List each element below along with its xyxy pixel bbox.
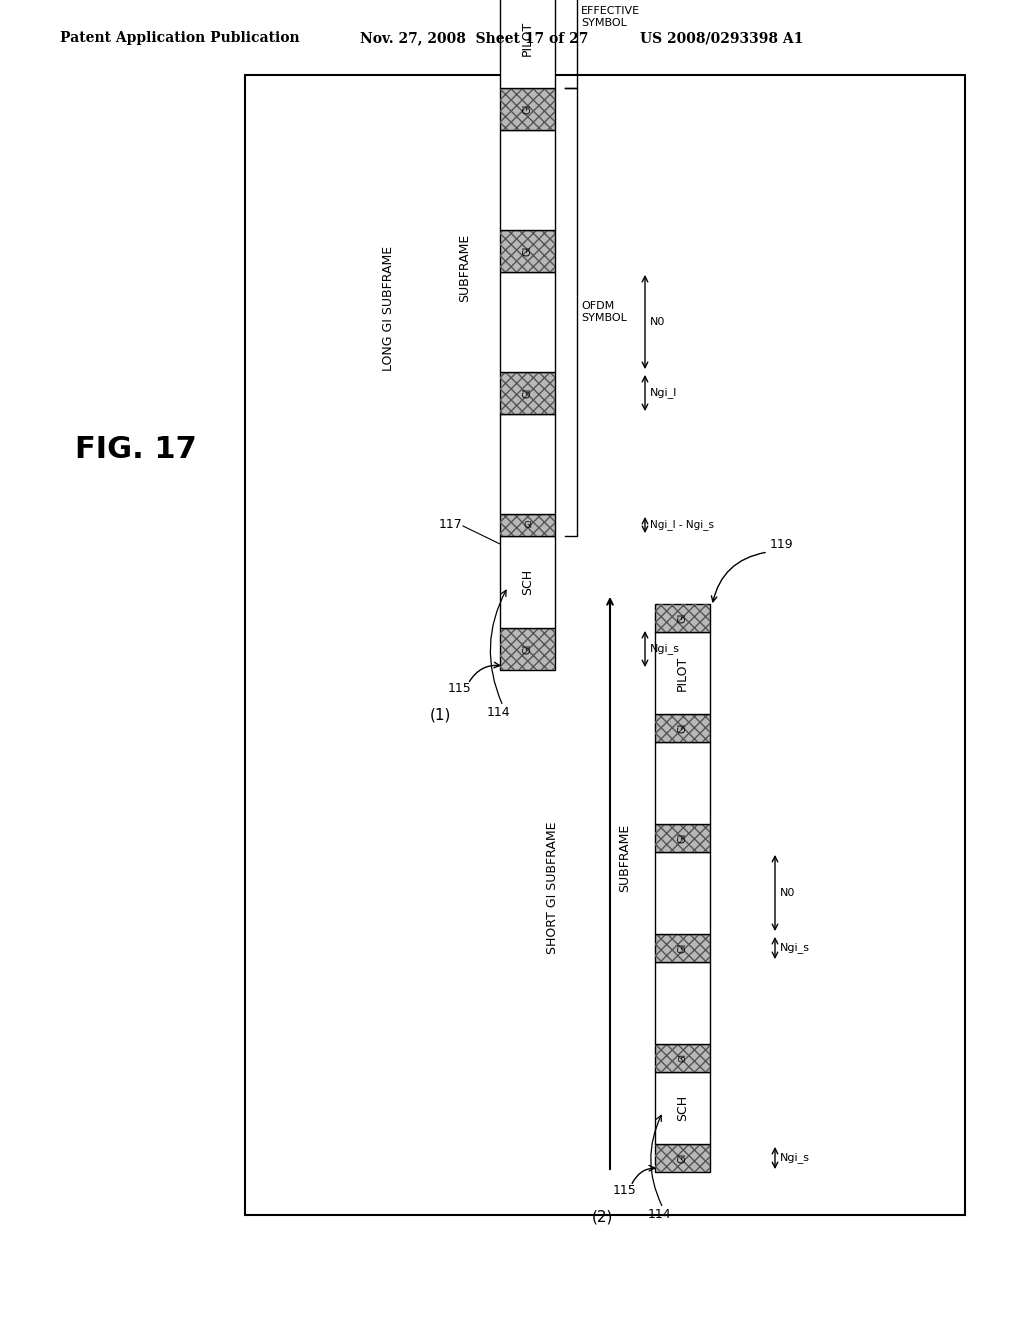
Bar <box>500 230 555 272</box>
Text: US 2008/0293398 A1: US 2008/0293398 A1 <box>640 30 804 45</box>
Bar <box>655 824 710 851</box>
Text: GI: GI <box>522 388 532 399</box>
Text: EFFECTIVE
SYMBOL: EFFECTIVE SYMBOL <box>581 7 640 28</box>
Text: 115: 115 <box>613 1184 637 1196</box>
Bar <box>655 1144 710 1172</box>
Bar <box>655 851 710 935</box>
Text: GI: GI <box>522 644 532 655</box>
Bar <box>655 1144 710 1172</box>
Bar <box>655 935 710 962</box>
Bar <box>655 632 710 714</box>
Text: Ngi_l: Ngi_l <box>650 388 677 399</box>
Text: 117: 117 <box>438 517 462 531</box>
Bar <box>500 628 555 671</box>
Bar <box>500 372 555 414</box>
Bar <box>500 129 555 230</box>
Text: N0: N0 <box>780 888 796 898</box>
Text: SHORT GI SUBFRAME: SHORT GI SUBFRAME <box>546 822 558 954</box>
Bar <box>500 88 555 129</box>
Bar <box>655 962 710 1044</box>
Bar <box>500 414 555 513</box>
Text: 114: 114 <box>648 1208 672 1221</box>
Bar <box>655 1044 710 1072</box>
Text: GI: GI <box>678 833 687 843</box>
Text: FIG. 17: FIG. 17 <box>75 436 197 465</box>
Bar <box>500 513 555 536</box>
Bar <box>500 88 555 129</box>
Text: GI: GI <box>523 520 532 529</box>
Text: (1): (1) <box>430 708 452 722</box>
Text: (2): (2) <box>592 1209 613 1225</box>
Bar <box>500 0 555 88</box>
Text: SUBFRAME: SUBFRAME <box>618 824 632 892</box>
Text: 115: 115 <box>449 681 472 694</box>
Text: PILOT: PILOT <box>676 655 689 690</box>
Text: Ngi_l - Ngi_s: Ngi_l - Ngi_s <box>650 520 714 531</box>
Bar <box>655 714 710 742</box>
Text: GI: GI <box>678 723 687 733</box>
Text: OFDM
SYMBOL: OFDM SYMBOL <box>581 301 627 323</box>
Bar <box>500 628 555 671</box>
Bar <box>655 1072 710 1144</box>
Bar <box>655 1044 710 1072</box>
Text: GI: GI <box>678 942 687 953</box>
Text: GI: GI <box>678 1053 687 1063</box>
Text: SUBFRAME: SUBFRAME <box>459 234 471 302</box>
Text: N0: N0 <box>650 317 666 327</box>
Bar <box>655 742 710 824</box>
Bar <box>500 536 555 628</box>
Text: Ngi_s: Ngi_s <box>780 1152 810 1163</box>
Bar <box>655 824 710 851</box>
Bar <box>655 714 710 742</box>
Text: PILOT: PILOT <box>521 20 534 55</box>
Text: GI: GI <box>522 246 532 256</box>
Text: Nov. 27, 2008  Sheet 17 of 27: Nov. 27, 2008 Sheet 17 of 27 <box>360 30 589 45</box>
Text: GI: GI <box>678 612 687 623</box>
Text: SCH: SCH <box>521 569 534 595</box>
Bar <box>500 272 555 372</box>
Text: Ngi_s: Ngi_s <box>780 942 810 953</box>
Bar <box>655 605 710 632</box>
Text: 119: 119 <box>770 537 794 550</box>
Text: SCH: SCH <box>676 1094 689 1121</box>
Text: LONG GI SUBFRAME: LONG GI SUBFRAME <box>382 246 394 371</box>
Bar <box>500 513 555 536</box>
Bar <box>655 605 710 632</box>
Bar <box>245 75 965 1214</box>
Bar <box>500 372 555 414</box>
Text: GI: GI <box>522 104 532 115</box>
Text: GI: GI <box>678 1152 687 1163</box>
Text: Ngi_s: Ngi_s <box>650 644 680 655</box>
Text: 114: 114 <box>487 705 511 718</box>
Bar <box>655 935 710 962</box>
Text: Patent Application Publication: Patent Application Publication <box>60 30 300 45</box>
Bar <box>500 230 555 272</box>
